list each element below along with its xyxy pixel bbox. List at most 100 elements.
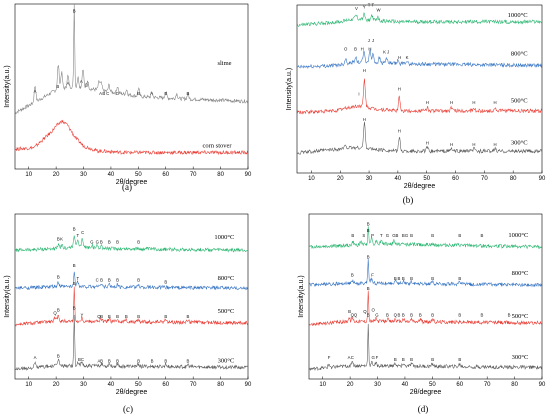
peak-marker: B bbox=[164, 279, 167, 284]
series-line-1000-c bbox=[14, 235, 249, 253]
peak-marker: B bbox=[100, 314, 103, 319]
x-tick-label: 20 bbox=[53, 382, 60, 388]
series-line-corn-stover bbox=[14, 119, 249, 156]
peak-marker: J bbox=[387, 50, 389, 55]
peak-marker: Y bbox=[80, 312, 83, 317]
peak-marker: T bbox=[76, 233, 79, 238]
series-line-300-c bbox=[14, 314, 249, 371]
peak-marker: D bbox=[116, 91, 119, 96]
peak-marker: B bbox=[410, 357, 413, 362]
peak-marker: B bbox=[116, 240, 119, 245]
x-tick-label: 60 bbox=[456, 382, 463, 388]
peak-marker: B bbox=[431, 276, 434, 281]
peak-marker: G bbox=[90, 240, 94, 245]
x-axis-title: 2θ/degree bbox=[116, 389, 148, 396]
x-tick-label: 40 bbox=[108, 382, 115, 388]
peak-marker: B bbox=[351, 233, 354, 238]
peak-marker: Q bbox=[354, 312, 358, 317]
x-tick-label: 40 bbox=[402, 382, 409, 388]
peak-marker: B bbox=[348, 309, 351, 314]
peak-marker: B bbox=[508, 312, 511, 317]
series-label: 500°C bbox=[512, 313, 529, 320]
x-tick-label: 50 bbox=[135, 382, 142, 388]
peak-marker: B bbox=[137, 91, 140, 96]
x-tick-label: 90 bbox=[245, 382, 252, 388]
series-label: 300°C bbox=[218, 358, 235, 365]
panel-c: 10 20 30 40 50 60 70 80 90 2θ/degree Intensity(a.u… bbox=[4, 213, 252, 396]
peak-marker: B bbox=[367, 286, 370, 291]
peak-marker: T bbox=[380, 233, 383, 238]
plot-frame-c bbox=[14, 213, 249, 380]
series-line-slime bbox=[14, 4, 249, 115]
x-tick-label: 80 bbox=[510, 176, 517, 182]
peak-marker: B bbox=[100, 240, 103, 245]
peak-marker: B bbox=[431, 312, 434, 317]
x-tick-label: 60 bbox=[162, 382, 169, 388]
x-tick-label: 70 bbox=[481, 176, 488, 182]
x-tick-label: 60 bbox=[452, 176, 459, 182]
peak-marker: B bbox=[102, 91, 105, 96]
peak-marker: B bbox=[164, 314, 167, 319]
peak-marker: A bbox=[34, 355, 37, 360]
peak-marker: B bbox=[137, 240, 140, 245]
x-tick-label: 50 bbox=[423, 176, 430, 182]
peak-marker: D bbox=[85, 83, 88, 88]
peak-marker: B bbox=[57, 274, 60, 279]
peak-marker: B bbox=[73, 306, 76, 311]
peak-marker: F bbox=[328, 355, 331, 360]
peak-marker: B bbox=[402, 233, 405, 238]
peak-marker: B bbox=[367, 228, 370, 233]
panel-label-c: (c) bbox=[123, 404, 133, 414]
series-line-500-c bbox=[296, 78, 543, 115]
panel-d: 10 20 30 40 50 60 70 80 90 2θ/degree Intensity(a.u… bbox=[298, 213, 546, 396]
x-tick-label: 70 bbox=[190, 382, 197, 388]
series-line-800-c bbox=[308, 259, 543, 288]
peak-marker: B bbox=[57, 354, 60, 359]
series-label: 800°C bbox=[512, 270, 529, 277]
peak-marker: H bbox=[363, 68, 366, 73]
peak-marker: B bbox=[396, 233, 399, 238]
peak-marker: H bbox=[493, 100, 496, 105]
peak-marker: S bbox=[362, 233, 365, 238]
peak-marker: B bbox=[57, 307, 60, 312]
peak-marker: B bbox=[100, 359, 103, 364]
peak-marker: A bbox=[34, 89, 37, 94]
x-tick-label: 30 bbox=[366, 176, 373, 182]
series-label: 300°C bbox=[512, 354, 529, 361]
peak-marker: B bbox=[108, 314, 111, 319]
peak-marker: A bbox=[150, 91, 153, 96]
peak-marker: B bbox=[73, 263, 76, 268]
peak-marker: K bbox=[383, 50, 386, 55]
series-line-800-c bbox=[296, 49, 543, 69]
peak-marker: B bbox=[431, 357, 434, 362]
x-tick-label: 40 bbox=[395, 176, 402, 182]
peak-marker: B bbox=[116, 359, 119, 364]
peak-marker: B bbox=[458, 357, 461, 362]
peak-marker: H bbox=[398, 129, 401, 134]
peak-marker: B bbox=[351, 273, 354, 278]
peak-marker: B bbox=[137, 278, 140, 283]
peak-marker: I bbox=[358, 92, 359, 97]
peak-marker: B bbox=[410, 276, 413, 281]
peak-marker: B bbox=[481, 312, 484, 317]
peak-marker: B bbox=[164, 91, 167, 96]
peak-marker: K bbox=[60, 236, 63, 241]
peak-marker: Y bbox=[363, 4, 366, 9]
peak-marker: B bbox=[57, 236, 60, 241]
peak-marker: K bbox=[406, 55, 409, 60]
peak-marker: B bbox=[367, 222, 370, 227]
peak-marker: B bbox=[125, 314, 128, 319]
x-tick-label: 10 bbox=[25, 382, 32, 388]
series-label: 300°C bbox=[511, 139, 528, 146]
peak-marker: J bbox=[368, 38, 370, 43]
x-tick-label: 70 bbox=[484, 382, 491, 388]
peak-marker: B bbox=[137, 314, 140, 319]
x-tick-label: 90 bbox=[245, 172, 252, 178]
peak-marker: J bbox=[372, 38, 374, 43]
peak-marker: H bbox=[493, 142, 496, 147]
peak-marker: H bbox=[398, 87, 401, 92]
peak-marker: B bbox=[367, 255, 370, 260]
peak-marker: H bbox=[426, 100, 429, 105]
peak-marker: H bbox=[398, 55, 401, 60]
